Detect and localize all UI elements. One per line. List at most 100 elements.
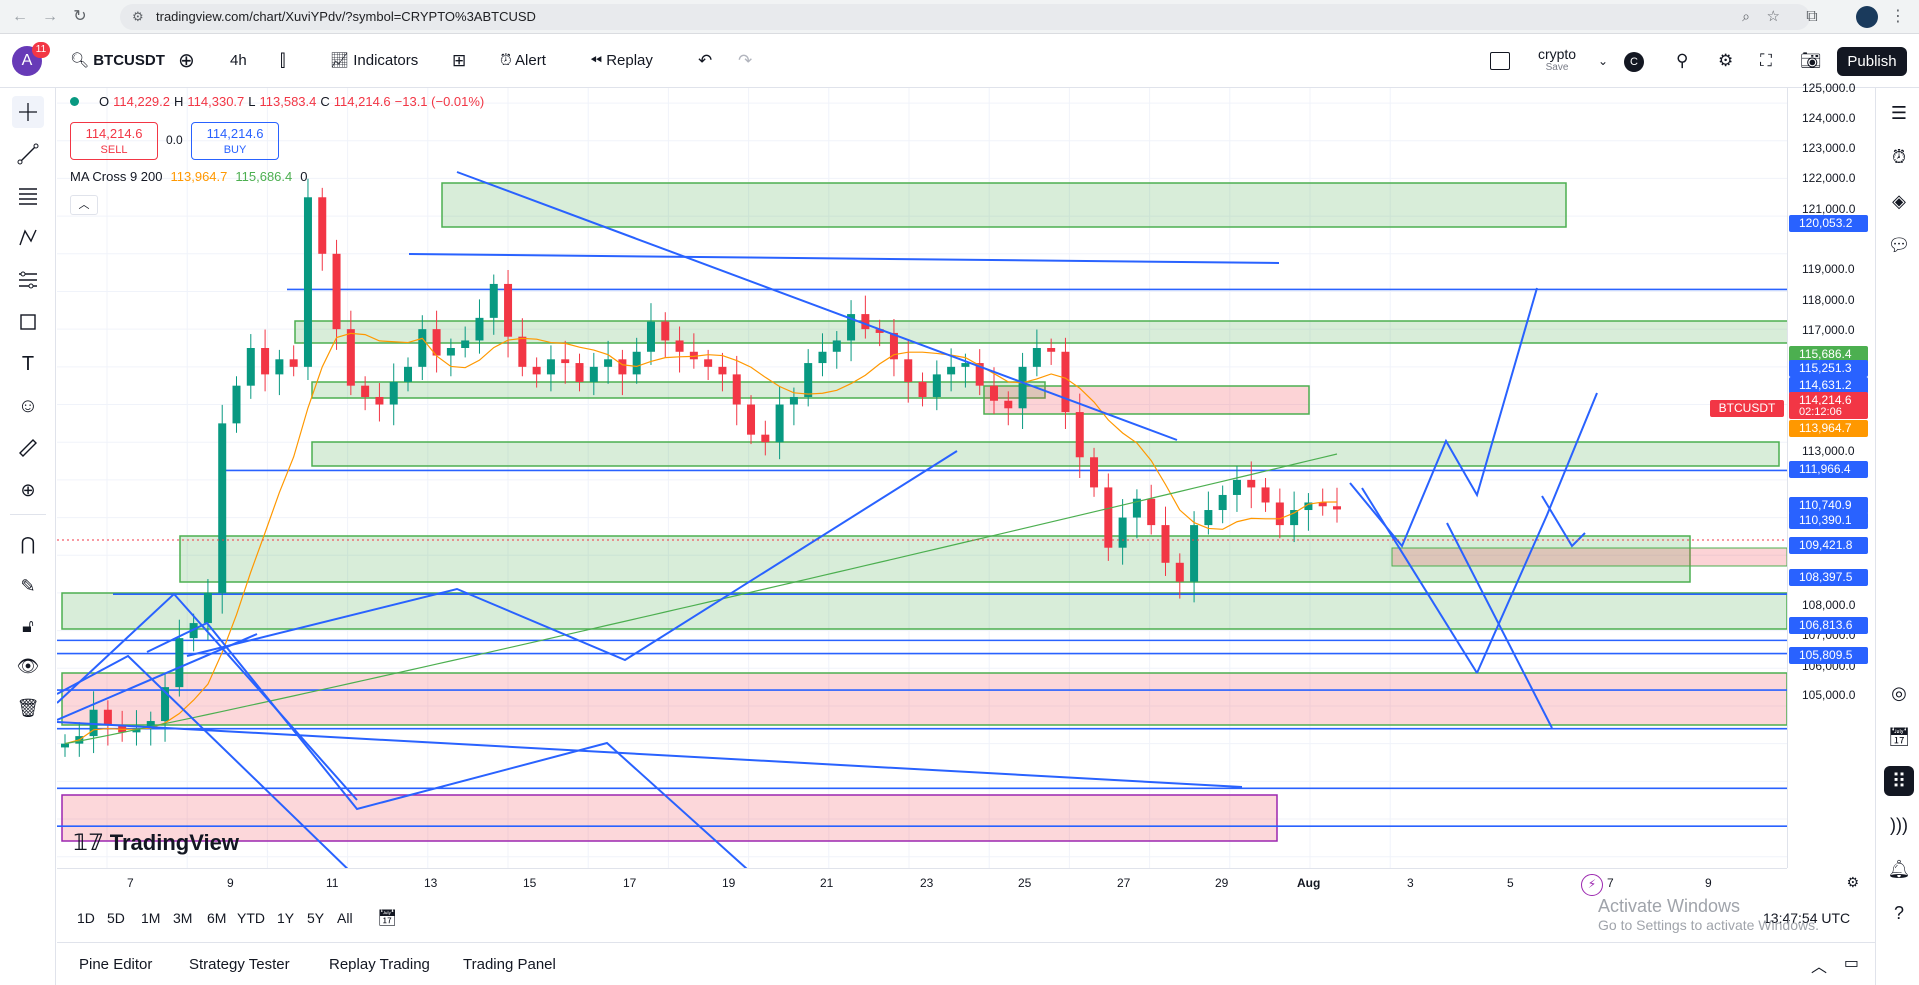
candle-body [1004,400,1013,409]
publish-button[interactable]: Publish [1837,47,1907,76]
site-info-icon[interactable]: ⚙ [132,9,144,24]
redo-icon[interactable]: ↷ [738,51,753,70]
lock-drawings-icon[interactable]: 🔓︎ [22,615,34,636]
candle-body [1090,457,1099,488]
watchlist-icon[interactable]: ☰ [1890,102,1908,123]
candle-body [475,317,484,341]
browser-menu-icon[interactable]: ⋮ [1890,8,1906,25]
utc-clock[interactable]: 13:47:54 UTC [1763,910,1851,926]
range-button-5y[interactable]: 5Y [307,910,325,926]
alerts-clock-icon[interactable]: ⏰︎ [1891,146,1907,167]
zoom-in-icon[interactable]: ⊕ [20,479,36,500]
text-tool-icon[interactable]: T [21,352,35,375]
alert-button[interactable]: ⏰︎ Alert [500,48,546,74]
price-axis[interactable]: 125,000.0 124,000.0 123,000.0 122,000.0 121,… [1710,81,1875,868]
back-icon[interactable]: ← [12,8,28,25]
bookmark-star-icon[interactable]: ☆ [1766,8,1780,25]
pattern-tool-icon[interactable] [12,222,44,254]
undo-icon[interactable]: ↶ [698,51,713,70]
reload-icon[interactable]: ↻ [73,8,87,25]
time-axis[interactable]: ⚙ 7 9 11 13 15 17 19 21 23 25 27 29 Aug 3 5 7 9 [57,868,1859,896]
extensions-icon[interactable]: ⧉ [1806,8,1818,25]
axis-settings-gear-icon[interactable]: ⚙ [1846,874,1859,890]
ma-extra-value: 0 [300,169,308,184]
streams-icon[interactable]: ))) [1890,814,1908,835]
quick-search-icon[interactable]: ⚲ [1676,51,1689,70]
indicators-button[interactable]: 📈︎ Indicators [330,48,418,74]
stay-in-drawing-mode-icon[interactable]: ✎ [20,575,36,596]
tab-strategy-tester[interactable]: Strategy Tester [189,956,290,973]
range-button-1y[interactable]: 1Y [277,910,295,926]
calendar-icon[interactable]: 📅︎ [1887,726,1911,747]
candle-body [461,340,470,348]
collapse-panel-chevron-icon[interactable]: ︿ [1810,959,1827,976]
icons-smiley-icon[interactable]: ☺ [17,394,39,417]
candle-body [318,197,327,254]
chart-canvas[interactable] [56,88,1793,879]
range-button-all[interactable]: All [337,910,353,926]
tab-pine-editor[interactable]: Pine Editor [79,956,153,973]
crosshair-cursor-icon[interactable] [12,96,44,128]
lightning-icon[interactable]: ⚡︎ [1581,874,1603,896]
sell-button[interactable]: 114,214.6 SELL [70,122,158,160]
collapse-legend-chevron-icon[interactable]: ︿ [70,195,98,215]
remove-trash-icon[interactable]: 🗑︎ [16,697,40,718]
camera-snapshot-icon[interactable]: 📷︎ [1800,51,1822,70]
tab-replay-trading[interactable]: Replay Trading [329,956,430,973]
ma-cross-legend[interactable]: MA Cross 9 200 113,964.7 115,686.4 0 [70,169,307,184]
magnet-icon[interactable]: ⋂ [20,533,36,554]
interval-button[interactable]: 4h [230,52,247,69]
layout-select-icon[interactable] [1490,52,1510,70]
candle-body [1147,498,1156,526]
chart-type-candles-icon[interactable]: ⫿ [280,51,286,70]
range-button-5d[interactable]: 5D [107,910,125,926]
range-button-6m[interactable]: 6M [207,910,227,926]
ideas-target-icon[interactable]: ◎ [1891,682,1907,703]
maximize-panel-icon[interactable]: ▭ [1843,955,1859,972]
geometric-shapes-icon[interactable] [12,306,44,338]
help-icon[interactable]: ? [1893,902,1904,923]
address-bar[interactable]: ⚙ tradingview.com/chart/XuviYPdv/?symbol… [120,4,1810,30]
buy-button[interactable]: 114,214.6 BUY [191,122,279,160]
range-button-1m[interactable]: 1M [141,910,161,926]
zoom-icon[interactable]: ⌕ [1742,8,1750,24]
time-tick-label: 9 [227,876,234,890]
settings-gear-icon[interactable]: ⚙ [1718,51,1734,70]
tab-trading-panel[interactable]: Trading Panel [463,956,556,973]
notifications-bell-icon[interactable]: 🔔︎ [1887,858,1911,879]
layout-dropdown-chevron-icon[interactable]: ⌄ [1598,54,1609,68]
chart-pane[interactable]: 𝟙𝟟 TradingView ⚡︎ [56,88,1793,896]
symbol-search[interactable]: 🔍︎ BTCUSDT [70,48,165,74]
projection-path [1541,495,1586,548]
measure-ruler-icon[interactable] [12,432,44,464]
hide-drawings-eye-icon[interactable]: 👁︎ [16,655,40,676]
sell-price: 114,214.6 [85,126,143,141]
projection-path [186,450,958,662]
products-grid-icon[interactable]: ⠿ [1884,766,1914,796]
forward-icon[interactable]: → [42,8,58,25]
profile-avatar[interactable] [1856,6,1878,28]
price-tick-label: 118,000.0 [1802,293,1855,307]
range-button-1d[interactable]: 1D [77,910,95,926]
chats-icon[interactable]: 💬︎ [1887,234,1911,255]
candle-body [832,340,841,352]
trend-line-icon[interactable] [12,138,44,170]
layout-name-button[interactable]: crypto Save [1532,46,1582,73]
goto-date-calendar-icon[interactable]: 📅︎ [377,910,398,927]
fib-retracement-icon[interactable] [12,180,44,212]
templates-grid-icon[interactable]: ⊞ [452,51,467,70]
indicators-icon: 📈︎ [330,52,350,69]
candle-body [818,351,827,364]
candle-body [989,385,998,401]
candle-body [1118,517,1127,548]
fullscreen-icon[interactable]: ⛶ [1760,51,1772,70]
compare-plus-icon[interactable]: ⊕ [178,50,195,72]
range-button-ytd[interactable]: YTD [237,910,265,926]
range-button-3m[interactable]: 3M [173,910,193,926]
candle-body [1047,348,1056,352]
price-badge: 120,053.2 [1789,215,1868,232]
data-window-layers-icon[interactable]: ◈ [1892,190,1906,211]
red-zone [983,385,1310,415]
forecasting-tool-icon[interactable] [12,264,44,296]
replay-button[interactable]: ⏪︎ Replay [590,48,653,74]
